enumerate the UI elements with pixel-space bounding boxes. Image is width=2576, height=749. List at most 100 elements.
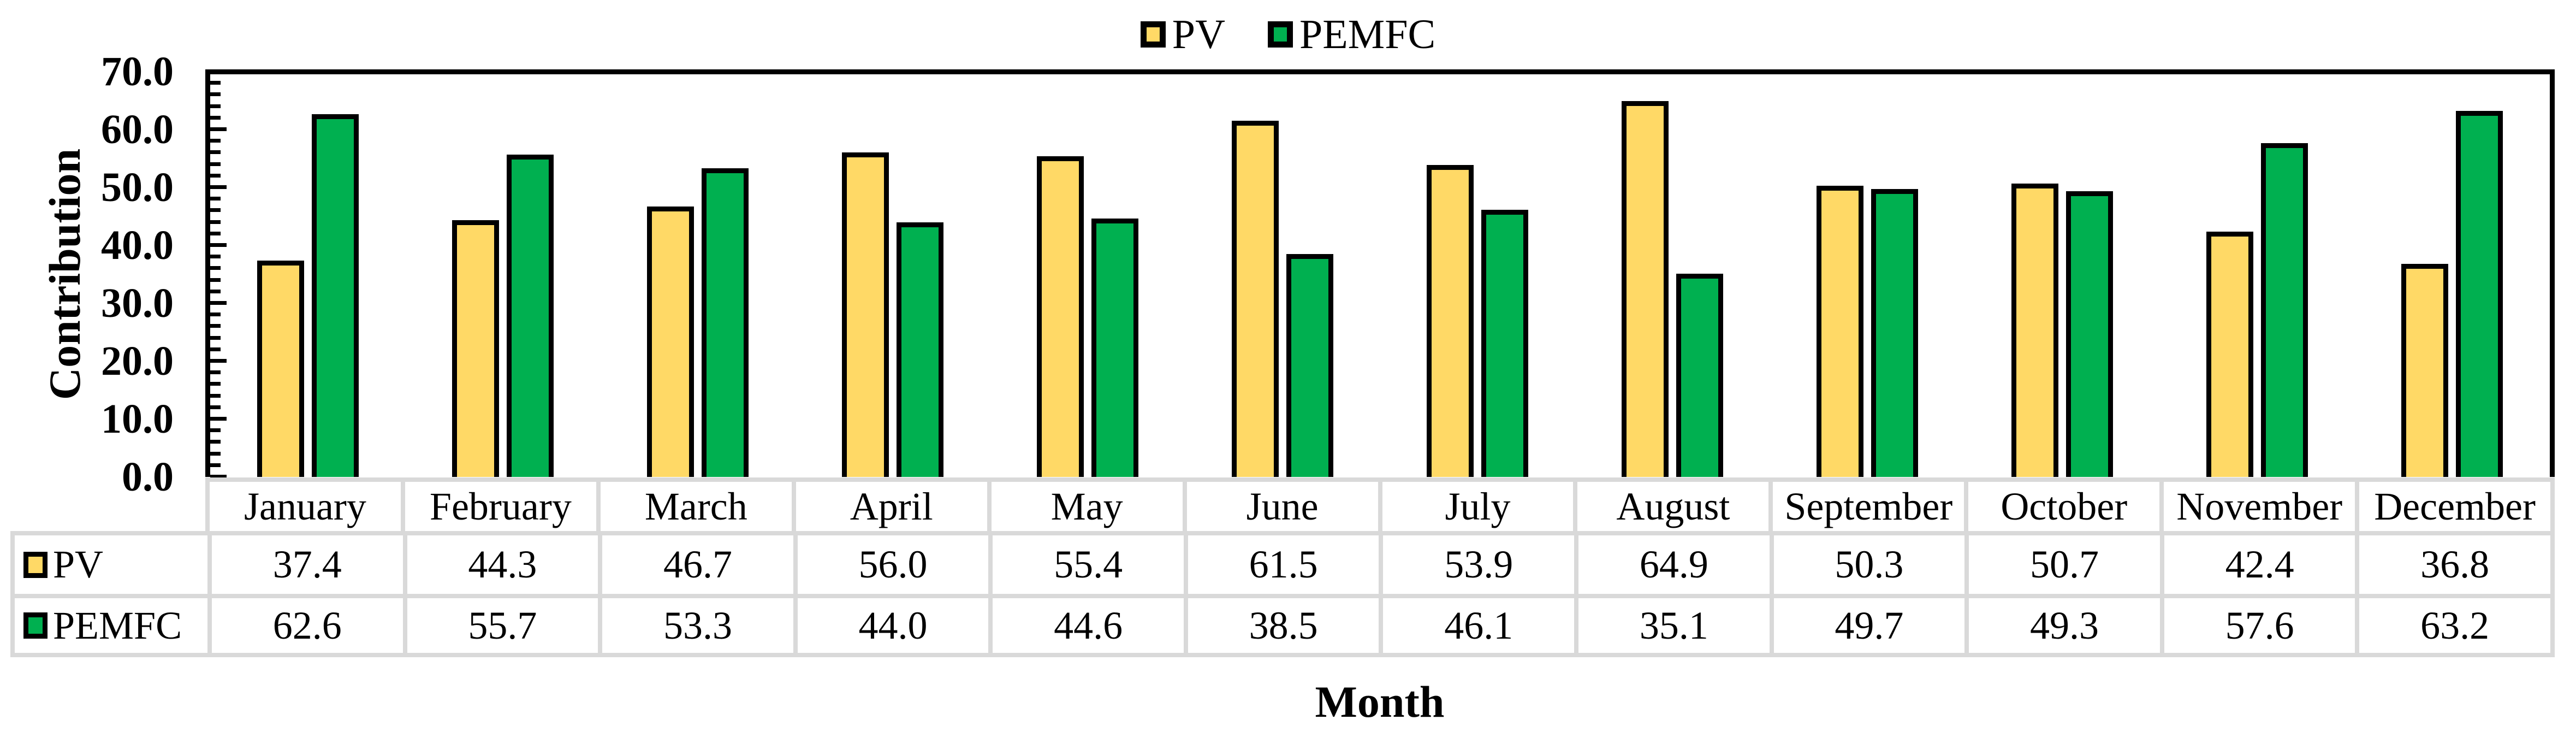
bar-pv-september — [1817, 185, 1864, 477]
legend-item-pv: PV — [1140, 11, 1225, 57]
month-header-cell: May — [987, 482, 1183, 531]
y-tick-label: 60.0 — [101, 107, 174, 152]
table-row-label: PV — [53, 542, 104, 586]
bar-pv-may — [1036, 156, 1084, 477]
y-axis-minor-tick — [210, 428, 221, 433]
table-value-cell: 61.5 — [1183, 535, 1379, 594]
bar-pemfc-september — [1871, 189, 1919, 477]
x-axis-title: Month — [1315, 677, 1445, 727]
table-month-header-row: January February March April May June July Augu… — [205, 477, 2555, 531]
y-axis-minor-tick — [210, 278, 221, 282]
y-axis-major-tick — [210, 243, 227, 247]
y-axis-minor-tick — [210, 382, 221, 386]
month-header-cell: March — [596, 482, 792, 531]
chart-legend: PV PEMFC — [0, 10, 2576, 59]
bar-pv-october — [2011, 183, 2059, 477]
month-header-cell: July — [1378, 482, 1574, 531]
bar-pemfc-april — [896, 222, 943, 477]
table-value-cell: 57.6 — [2159, 598, 2355, 653]
bar-pemfc-july — [1481, 210, 1529, 477]
table-row-pemfc: PEMFC 62.6 55.7 53.3 44.0 44.6 38.5 46.1 35.1 49.… — [15, 594, 2550, 653]
month-header-cell: February — [400, 482, 596, 531]
y-axis-minor-tick — [210, 104, 221, 108]
y-axis-minor-tick — [210, 393, 221, 398]
bar-pv-august — [1622, 101, 1669, 477]
month-header-cell: October — [1964, 482, 2159, 531]
bar-pemfc-february — [506, 154, 554, 477]
y-axis-minor-tick — [210, 463, 221, 467]
table-value-cell: 46.1 — [1379, 598, 1574, 653]
month-header-cell: April — [791, 482, 987, 531]
y-tick-label: 20.0 — [101, 338, 174, 384]
bar-pv-april — [841, 152, 889, 477]
y-axis-minor-tick — [210, 347, 221, 351]
table-value-cell: 36.8 — [2355, 535, 2550, 594]
bar-pemfc-january — [311, 114, 359, 477]
table-row-header: PEMFC — [15, 598, 207, 653]
bar-pemfc-august — [1676, 273, 1724, 477]
table-value-cell: 49.7 — [1769, 598, 1965, 653]
table-value-cell: 49.3 — [1964, 598, 2160, 653]
table-value-cell: 35.1 — [1574, 598, 1770, 653]
table-value-cell: 44.3 — [402, 535, 598, 594]
bar-pv-february — [452, 220, 499, 477]
table-row-pv: PV 37.4 44.3 46.7 56.0 55.4 61.5 53.9 64.9 50.3 50… — [15, 535, 2550, 594]
y-axis-major-tick — [210, 417, 227, 421]
table-value-cell: 55.4 — [988, 535, 1184, 594]
y-axis-minor-tick — [210, 312, 221, 317]
bar-pemfc-june — [1286, 253, 1333, 477]
y-axis-minor-tick — [210, 115, 221, 120]
legend-swatch-icon — [1267, 21, 1293, 48]
y-axis-minor-tick — [210, 173, 221, 178]
month-header-cell: September — [1768, 482, 1964, 531]
y-axis-minor-tick — [210, 440, 221, 444]
y-axis-minor-tick — [210, 231, 221, 235]
y-axis-minor-tick — [210, 255, 221, 259]
month-header-cell: December — [2355, 482, 2550, 531]
y-axis-major-tick — [210, 69, 227, 73]
y-axis-minor-tick — [210, 370, 221, 375]
table-value-cell: 53.3 — [598, 598, 793, 653]
y-tick-label: 30.0 — [101, 280, 174, 326]
bar-pemfc-december — [2456, 111, 2503, 477]
table-value-cell: 50.3 — [1769, 535, 1965, 594]
bar-pv-november — [2206, 231, 2254, 477]
table-value-cell: 37.4 — [207, 535, 403, 594]
y-axis-major-tick — [210, 185, 227, 189]
y-axis-minor-tick — [210, 208, 221, 213]
y-axis-minor-tick — [210, 220, 221, 224]
table-value-cell: 42.4 — [2159, 535, 2355, 594]
table-value-cell: 38.5 — [1183, 598, 1379, 653]
y-axis-minor-tick — [210, 451, 221, 456]
y-axis-major-tick — [210, 127, 227, 131]
bar-pemfc-november — [2261, 143, 2308, 477]
y-axis-minor-tick — [210, 150, 221, 155]
table-value-cell: 50.7 — [1964, 535, 2160, 594]
table-value-cell: 53.9 — [1379, 535, 1574, 594]
series-swatch-icon — [23, 612, 48, 639]
y-axis-minor-tick — [210, 266, 221, 270]
month-header-cell: June — [1182, 482, 1378, 531]
y-axis-minor-tick — [210, 289, 221, 293]
y-axis-major-tick — [210, 301, 227, 305]
table-value-cell: 56.0 — [793, 535, 989, 594]
month-header-cell: November — [2159, 482, 2355, 531]
y-axis-minor-tick — [210, 92, 221, 97]
legend-label: PV — [1172, 11, 1225, 57]
bar-pemfc-may — [1091, 219, 1138, 477]
plot-area — [205, 69, 2555, 479]
table-value-cell: 55.7 — [402, 598, 598, 653]
bar-pv-june — [1231, 121, 1279, 477]
table-value-cell: 46.7 — [598, 535, 793, 594]
data-table: PV 37.4 44.3 46.7 56.0 55.4 61.5 53.9 64.9 50.3 50… — [10, 531, 2555, 657]
bar-pemfc-march — [701, 168, 749, 477]
y-axis-minor-tick — [210, 197, 221, 201]
y-tick-label: 70.0 — [101, 49, 174, 95]
y-axis-minor-tick — [210, 405, 221, 409]
bar-pv-march — [646, 206, 694, 477]
series-swatch-icon — [23, 551, 48, 578]
table-row-label: PEMFC — [53, 603, 182, 647]
bar-pv-july — [1427, 164, 1474, 477]
y-axis-minor-tick — [210, 81, 221, 85]
